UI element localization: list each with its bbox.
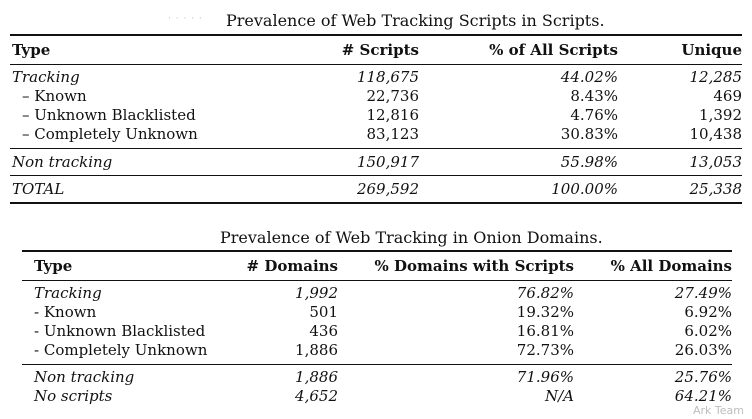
table1: Type # Scripts % of All Scripts Unique T… — [10, 34, 742, 204]
cell: 22,736 — [366, 87, 420, 105]
cell: 469 — [713, 87, 742, 105]
table2-header-pct-all: % All Domains — [610, 257, 732, 275]
table-row: - Known 501 19.32% 6.92% — [22, 303, 732, 322]
table-row: No scripts 4,652 N/A 64.21% — [22, 387, 732, 406]
table-row: TOTAL 269,592 100.00% 25,338 — [10, 175, 743, 203]
cell: 64.21% — [674, 387, 732, 405]
cell: 100.00% — [551, 179, 618, 198]
cell: 30.83% — [560, 125, 618, 143]
table-row: Non tracking 1,886 71.96% 25.76% — [22, 364, 732, 388]
cell: Non tracking — [34, 368, 135, 386]
cell: 6.92% — [684, 303, 732, 321]
cell: 4.76% — [570, 106, 618, 124]
table1-header-scripts: # Scripts — [341, 41, 419, 59]
cell: 150,917 — [356, 152, 419, 171]
cell: Tracking — [34, 284, 102, 302]
cell: 10,438 — [689, 125, 743, 143]
cell: 19.32% — [516, 303, 574, 321]
cell: No scripts — [34, 387, 113, 405]
cell: Tracking — [12, 68, 80, 86]
table-row: Tracking 1,992 76.82% 27.49% — [22, 280, 732, 304]
cell: 12,816 — [366, 106, 420, 124]
cell: 1,392 — [699, 106, 742, 124]
cell: 501 — [309, 303, 338, 321]
cell: – Unknown Blacklisted — [22, 106, 196, 124]
table1-header-unique: Unique — [681, 41, 742, 59]
cell: 118,675 — [356, 68, 419, 86]
table-row: Non tracking 150,917 55.98% 13,053 — [10, 148, 743, 176]
table1-caption: Prevalence of Web Tracking Scripts in Sc… — [226, 11, 605, 30]
cell: 4,652 — [295, 387, 338, 405]
cell: 44.02% — [560, 68, 618, 86]
table-row: – Completely Unknown 83,123 30.83% 10,43… — [10, 125, 742, 149]
table-row: – Unknown Blacklisted 12,816 4.76% 1,392 — [10, 106, 742, 125]
cell: - Known — [34, 303, 97, 321]
cell: 269,592 — [356, 179, 419, 198]
cell: - Completely Unknown — [34, 341, 208, 359]
table-row: Tracking 118,675 44.02% 12,285 — [10, 64, 743, 88]
cell: 25,338 — [689, 179, 743, 198]
cell: TOTAL — [12, 180, 65, 198]
cell: 13,053 — [689, 152, 743, 171]
cell: 27.49% — [674, 284, 732, 302]
table-row: - Completely Unknown 1,886 72.73% 26.03% — [22, 341, 732, 365]
watermark-logo: Ark Team — [693, 404, 744, 417]
cell: – Known — [22, 87, 87, 105]
table2-header-pct-with-scripts: % Domains with Scripts — [374, 257, 574, 275]
cell: 1,992 — [295, 284, 338, 302]
cell: 76.82% — [516, 284, 574, 302]
cell: N/A — [544, 387, 574, 405]
cell: 1,886 — [295, 368, 338, 386]
table-row: – Known 22,736 8.43% 469 — [10, 87, 742, 106]
table2-header-domains: # Domains — [246, 257, 338, 275]
table-row: - Unknown Blacklisted 436 16.81% 6.02% — [22, 322, 732, 341]
cell: 6.02% — [684, 322, 732, 340]
cell: 26.03% — [674, 341, 732, 359]
cell: 55.98% — [560, 152, 618, 171]
cell: 12,285 — [689, 68, 743, 86]
cell: Non tracking — [12, 153, 113, 171]
table2-header-type: Type — [34, 257, 73, 275]
table1-header-pct: % of All Scripts — [489, 41, 618, 59]
cell: 83,123 — [366, 125, 420, 143]
cell: 71.96% — [516, 368, 574, 386]
cell: - Unknown Blacklisted — [34, 322, 206, 340]
cell: 16.81% — [516, 322, 574, 340]
cell: 72.73% — [516, 341, 574, 359]
cell: – Completely Unknown — [22, 125, 198, 143]
cell: 25.76% — [674, 368, 732, 386]
table2-caption: Prevalence of Web Tracking in Onion Doma… — [220, 228, 603, 247]
table2: Type # Domains % Domains with Scripts % … — [22, 250, 732, 406]
cell: 436 — [309, 322, 338, 340]
header-dots: · · · · · — [168, 14, 203, 24]
cell: 1,886 — [295, 341, 338, 359]
table1-header-type: Type — [12, 41, 51, 59]
cell: 8.43% — [570, 87, 618, 105]
